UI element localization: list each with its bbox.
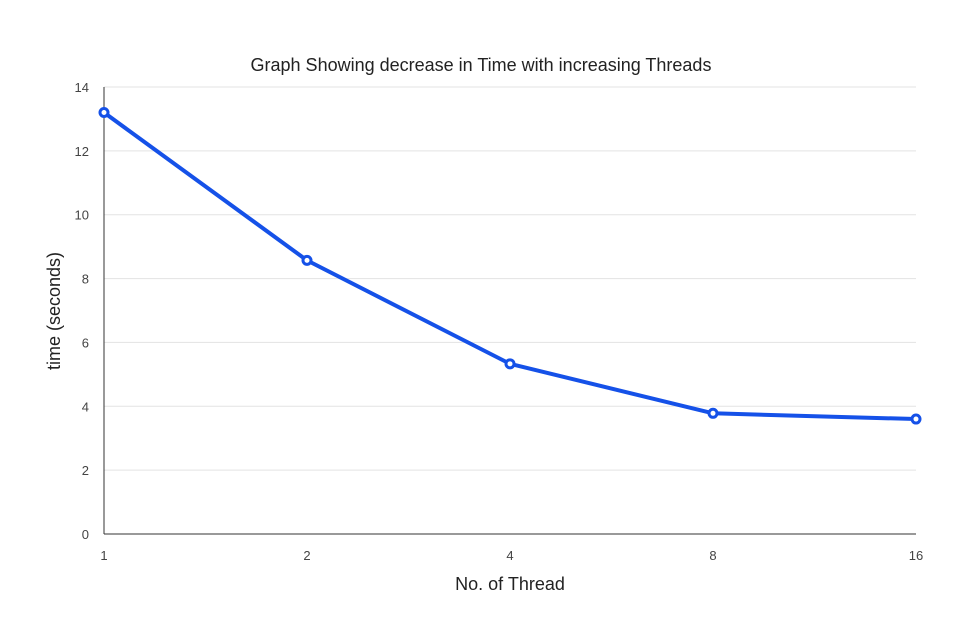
x-tick-label: 4 xyxy=(506,548,513,563)
x-tick-label: 16 xyxy=(909,548,923,563)
y-tick-label: 14 xyxy=(75,80,89,95)
x-axis-title: No. of Thread xyxy=(455,574,565,594)
x-tick-label: 8 xyxy=(709,548,716,563)
gridlines xyxy=(104,86,916,471)
x-tick-label: 1 xyxy=(100,548,107,563)
series-layer xyxy=(98,107,922,425)
x-tick-label: 2 xyxy=(303,548,310,563)
x-tick-labels: 1 2 4 8 16 xyxy=(100,548,923,563)
y-tick-labels: 0 2 4 6 8 10 12 14 xyxy=(75,80,89,542)
y-tick-label: 0 xyxy=(82,527,89,542)
data-point xyxy=(707,407,719,419)
y-tick-label: 8 xyxy=(82,272,89,287)
y-tick-label: 6 xyxy=(82,335,89,350)
data-point xyxy=(301,254,313,266)
chart-title: Graph Showing decrease in Time with incr… xyxy=(251,55,712,75)
axes xyxy=(103,87,916,535)
y-tick-label: 12 xyxy=(75,144,89,159)
y-tick-label: 10 xyxy=(75,208,89,223)
y-axis-title: time (seconds) xyxy=(44,252,64,370)
data-point xyxy=(910,413,922,425)
data-point xyxy=(504,358,516,370)
y-tick-label: 4 xyxy=(82,399,89,414)
data-point xyxy=(98,107,110,119)
y-tick-label: 2 xyxy=(82,463,89,478)
